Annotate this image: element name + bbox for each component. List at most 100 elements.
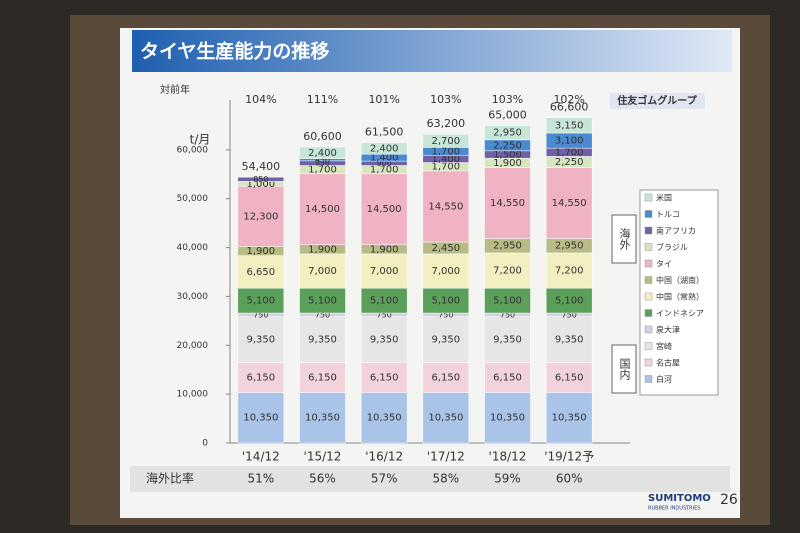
- segment-label: 14,550: [428, 201, 463, 212]
- total-label: 61,500: [365, 126, 404, 139]
- segment-label: 1,900: [247, 246, 276, 257]
- segment-label: 750: [500, 310, 515, 319]
- yoy-value: 102%: [553, 93, 584, 106]
- segment-label: 750: [253, 310, 268, 319]
- segment-label: 1,000: [247, 179, 276, 190]
- bar-segment: [545, 316, 593, 363]
- legend-label: 中国（常熟）: [656, 292, 704, 302]
- legend-label: 名古屋: [656, 358, 680, 368]
- total-label: 65,000: [488, 108, 527, 121]
- legend-label: 中国（湖南）: [656, 275, 704, 285]
- bar-segment: [237, 176, 285, 182]
- segment-label: 1,900: [493, 158, 522, 169]
- bar-segment: [299, 173, 346, 245]
- bar-segment: [484, 167, 531, 239]
- segment-label: 14,550: [552, 198, 587, 209]
- segment-label: 5,100: [555, 296, 584, 307]
- page-number: 26: [720, 492, 738, 508]
- legend-swatch: [644, 292, 653, 301]
- segment-label: 9,350: [370, 335, 399, 346]
- segment-label: 750: [315, 310, 330, 319]
- yoy-value: 101%: [368, 93, 399, 106]
- bar-segment: [299, 287, 346, 314]
- bar-segment: [545, 117, 593, 134]
- segment-label: 9,350: [555, 335, 584, 346]
- ratio-value: 58%: [432, 472, 459, 486]
- total-label: 60,600: [303, 130, 342, 143]
- ratio-value: 59%: [494, 472, 521, 486]
- legend-label: 白河: [656, 374, 672, 384]
- segment-label: 1,400: [370, 153, 399, 164]
- y-tick-label: 40,000: [177, 243, 209, 253]
- segment-label: 6,150: [247, 372, 276, 383]
- bar-segment: [299, 316, 346, 363]
- segment-label: 1,700: [555, 147, 584, 158]
- bar-segment: [484, 252, 531, 289]
- segment-label: 2,950: [493, 128, 522, 139]
- segment-label: 2,950: [555, 241, 584, 252]
- bar-segment: [237, 362, 285, 393]
- legend-swatch: [644, 226, 653, 235]
- segment-label: 14,500: [305, 204, 340, 215]
- segment-label: 1,700: [308, 165, 337, 176]
- segment-label: 2,400: [308, 148, 337, 159]
- bar-segment: [545, 167, 593, 239]
- segment-label: 2,950: [493, 241, 522, 252]
- legend-group: 国内: [618, 358, 631, 381]
- x-tick-label: '14/12: [242, 450, 280, 464]
- legend-swatch: [644, 358, 653, 367]
- legend-swatch: [644, 375, 653, 383]
- segment-label: 9,350: [432, 335, 461, 346]
- title-bar: [132, 30, 732, 72]
- yoy-label: 対前年: [160, 83, 190, 96]
- segment-label: 6,150: [493, 372, 522, 383]
- y-tick-label: 0: [202, 439, 208, 449]
- segment-label: 7,000: [432, 266, 461, 277]
- segment-label: 6,150: [370, 372, 399, 383]
- segment-label: 750: [562, 310, 577, 319]
- segment-label: 450: [315, 155, 330, 164]
- segment-label: 7,200: [555, 266, 584, 277]
- segment-label: 7,000: [370, 266, 399, 277]
- legend-label: タイ: [656, 260, 672, 269]
- segment-label: 1,500: [493, 149, 522, 160]
- segment-label: 2,250: [493, 140, 522, 151]
- legend-swatch: [644, 243, 653, 251]
- segment-label: 6,150: [432, 372, 461, 383]
- logo: SUMITOMO: [648, 493, 711, 504]
- bar-segment: [545, 392, 593, 444]
- company-box: [610, 93, 705, 109]
- bar-segment: [422, 287, 470, 314]
- legend-label: インドネシア: [656, 309, 704, 318]
- x-tick-label: '15/12: [304, 450, 342, 464]
- legend-swatch: [644, 309, 653, 317]
- segment-label: 1,900: [370, 244, 399, 255]
- ratio-row: [130, 466, 730, 492]
- segment-label: 1,900: [308, 244, 337, 255]
- segment-label: 5,100: [308, 296, 337, 307]
- yoy-value: 103%: [492, 93, 523, 106]
- segment-label: 900: [377, 159, 392, 168]
- legend-group-box: [611, 214, 637, 264]
- bar-segment: [360, 142, 408, 155]
- segment-label: 5,100: [370, 296, 399, 307]
- segment-label: 9,350: [247, 335, 276, 346]
- x-tick-label: '16/12: [365, 450, 403, 464]
- segment-label: 1,700: [432, 162, 461, 173]
- legend-box: [639, 189, 719, 396]
- bar-segment: [360, 392, 408, 444]
- legend-swatch: [644, 276, 653, 284]
- segment-label: 750: [438, 310, 453, 319]
- y-axis-label: t/月: [190, 133, 211, 147]
- bar-segment: [545, 252, 593, 289]
- segment-label: 5,100: [247, 296, 276, 307]
- bar-segment: [484, 362, 531, 393]
- legend-swatch: [644, 210, 653, 218]
- bar-segment: [360, 316, 408, 363]
- segment-label: 9,350: [493, 335, 522, 346]
- legend-label: 米国: [656, 193, 672, 203]
- bar-segment: [360, 253, 408, 289]
- segment-label: 5,100: [432, 296, 461, 307]
- legend-label: 南アフリカ: [656, 226, 696, 236]
- segment-label: 1,700: [432, 147, 461, 158]
